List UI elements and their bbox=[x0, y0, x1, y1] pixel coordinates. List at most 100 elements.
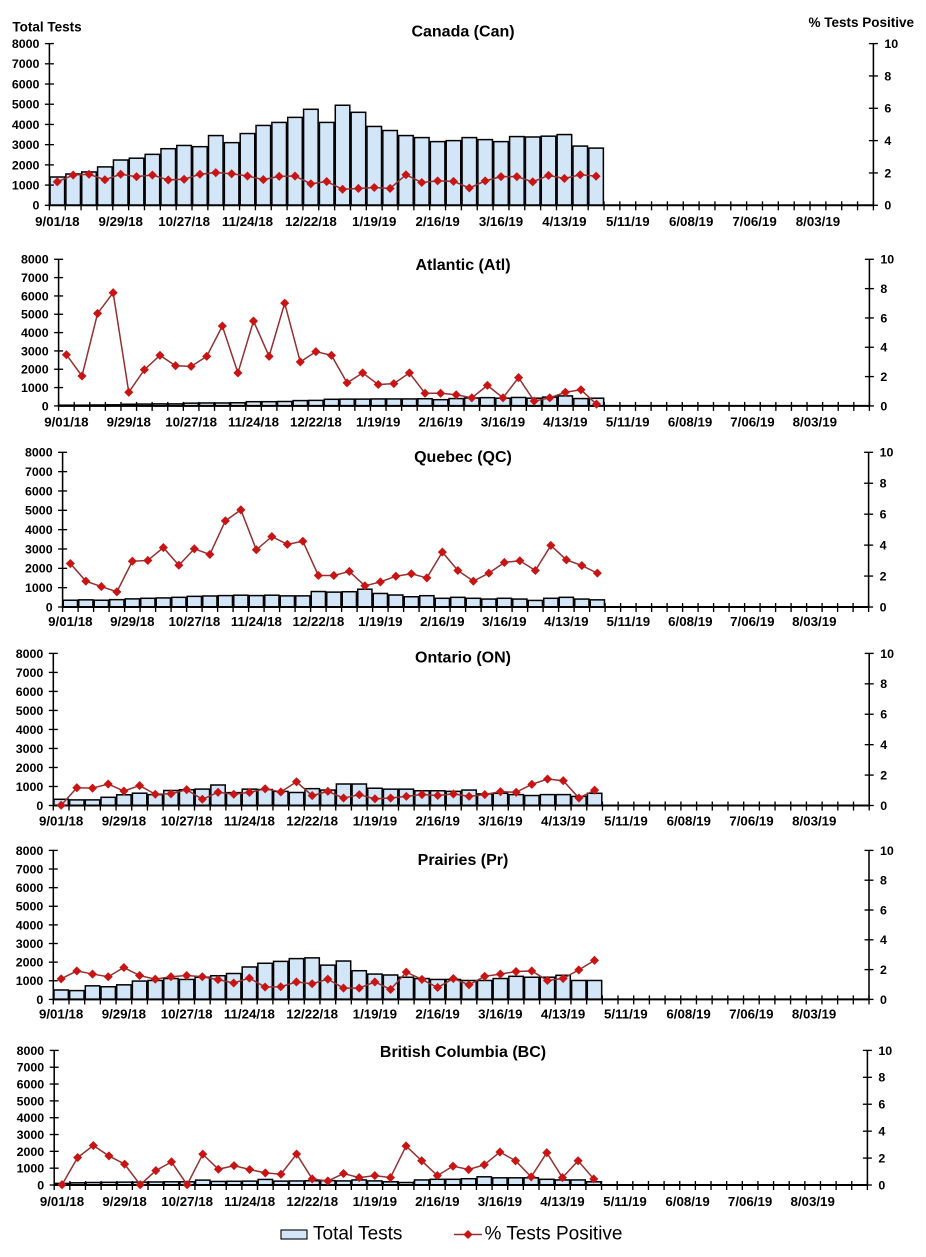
svg-text:7/06/19: 7/06/19 bbox=[729, 814, 773, 829]
svg-text:8: 8 bbox=[880, 874, 887, 888]
svg-text:6000: 6000 bbox=[17, 1077, 45, 1091]
svg-text:12/22/18: 12/22/18 bbox=[286, 1007, 338, 1022]
svg-text:10: 10 bbox=[880, 844, 894, 858]
svg-text:10: 10 bbox=[880, 446, 894, 460]
svg-text:8: 8 bbox=[880, 477, 887, 491]
svg-text:8: 8 bbox=[880, 677, 887, 691]
svg-text:2/16/19: 2/16/19 bbox=[415, 1194, 459, 1209]
svg-text:11/24/18: 11/24/18 bbox=[224, 814, 275, 829]
svg-text:2/16/19: 2/16/19 bbox=[420, 614, 464, 629]
svg-text:2000: 2000 bbox=[16, 956, 44, 970]
svg-text:3000: 3000 bbox=[16, 937, 44, 951]
svg-text:3/16/19: 3/16/19 bbox=[481, 415, 525, 430]
svg-text:10/27/18: 10/27/18 bbox=[161, 1194, 213, 1209]
svg-text:Canada (Can): Canada (Can) bbox=[411, 24, 514, 41]
svg-text:8/03/19: 8/03/19 bbox=[792, 1007, 836, 1022]
svg-text:3/16/19: 3/16/19 bbox=[479, 214, 523, 229]
svg-text:5000: 5000 bbox=[25, 504, 53, 518]
svg-text:4: 4 bbox=[880, 738, 887, 752]
svg-text:2: 2 bbox=[880, 370, 887, 384]
svg-text:7/06/19: 7/06/19 bbox=[728, 1194, 772, 1209]
svg-text:6000: 6000 bbox=[12, 77, 40, 91]
svg-text:8/03/19: 8/03/19 bbox=[790, 1194, 834, 1209]
svg-text:3/16/19: 3/16/19 bbox=[482, 614, 526, 629]
svg-text:2000: 2000 bbox=[25, 562, 53, 576]
svg-text:6: 6 bbox=[880, 708, 887, 722]
svg-text:6/08/19: 6/08/19 bbox=[667, 814, 711, 829]
svg-text:2000: 2000 bbox=[21, 363, 49, 377]
svg-text:2000: 2000 bbox=[12, 158, 40, 172]
svg-text:1000: 1000 bbox=[21, 381, 49, 395]
svg-text:1000: 1000 bbox=[25, 581, 53, 595]
svg-text:8: 8 bbox=[878, 1071, 885, 1085]
svg-text:4000: 4000 bbox=[25, 523, 53, 537]
svg-text:9/01/18: 9/01/18 bbox=[39, 814, 83, 829]
svg-text:11/24/18: 11/24/18 bbox=[228, 415, 279, 430]
svg-text:12/22/18: 12/22/18 bbox=[286, 1194, 338, 1209]
svg-text:8: 8 bbox=[880, 282, 887, 296]
svg-text:4000: 4000 bbox=[12, 118, 40, 132]
svg-text:4: 4 bbox=[880, 341, 887, 355]
svg-text:1/19/19: 1/19/19 bbox=[358, 614, 402, 629]
svg-text:8000: 8000 bbox=[25, 446, 53, 460]
svg-text:4: 4 bbox=[884, 134, 891, 148]
svg-text:8/03/19: 8/03/19 bbox=[792, 614, 836, 629]
svg-text:7000: 7000 bbox=[12, 57, 40, 71]
svg-text:4/13/19: 4/13/19 bbox=[542, 214, 586, 229]
svg-text:6/08/19: 6/08/19 bbox=[669, 214, 713, 229]
svg-text:6000: 6000 bbox=[25, 484, 53, 498]
svg-text:4000: 4000 bbox=[21, 326, 49, 340]
svg-text:9/01/18: 9/01/18 bbox=[40, 1194, 84, 1209]
svg-text:3000: 3000 bbox=[17, 1128, 45, 1142]
svg-text:4: 4 bbox=[880, 539, 887, 553]
svg-text:8/03/19: 8/03/19 bbox=[793, 415, 837, 430]
svg-text:10/27/18: 10/27/18 bbox=[168, 614, 220, 629]
svg-text:7000: 7000 bbox=[16, 666, 44, 680]
svg-text:9/01/18: 9/01/18 bbox=[44, 415, 88, 430]
svg-text:6/08/19: 6/08/19 bbox=[668, 415, 712, 430]
svg-text:11/24/18: 11/24/18 bbox=[224, 1007, 275, 1022]
svg-text:2/16/19: 2/16/19 bbox=[416, 814, 460, 829]
svg-text:10: 10 bbox=[880, 253, 894, 267]
svg-text:9/29/18: 9/29/18 bbox=[102, 1007, 146, 1022]
svg-text:5000: 5000 bbox=[12, 98, 40, 112]
svg-text:7/06/19: 7/06/19 bbox=[730, 415, 774, 430]
svg-text:6000: 6000 bbox=[16, 881, 44, 895]
svg-text:4/13/19: 4/13/19 bbox=[543, 415, 587, 430]
svg-text:12/22/18: 12/22/18 bbox=[290, 415, 342, 430]
svg-text:12/22/18: 12/22/18 bbox=[285, 214, 337, 229]
svg-text:6: 6 bbox=[880, 508, 887, 522]
svg-text:2000: 2000 bbox=[16, 761, 44, 775]
svg-text:8: 8 bbox=[884, 69, 891, 83]
svg-text:8000: 8000 bbox=[21, 253, 49, 267]
svg-text:% Tests Positive: % Tests Positive bbox=[808, 15, 914, 30]
svg-text:9/29/18: 9/29/18 bbox=[107, 415, 151, 430]
svg-text:4000: 4000 bbox=[16, 723, 44, 737]
svg-text:0: 0 bbox=[878, 1178, 885, 1192]
svg-text:9/01/18: 9/01/18 bbox=[35, 214, 79, 229]
svg-text:12/22/18: 12/22/18 bbox=[292, 614, 344, 629]
svg-text:2: 2 bbox=[884, 166, 891, 180]
svg-text:0: 0 bbox=[37, 1178, 44, 1192]
svg-text:4/13/19: 4/13/19 bbox=[541, 814, 585, 829]
svg-text:9/01/18: 9/01/18 bbox=[39, 1007, 83, 1022]
svg-text:8000: 8000 bbox=[16, 844, 44, 858]
svg-text:5/11/19: 5/11/19 bbox=[606, 415, 650, 430]
svg-text:6000: 6000 bbox=[21, 289, 49, 303]
svg-text:5/11/19: 5/11/19 bbox=[604, 814, 648, 829]
svg-text:8/03/19: 8/03/19 bbox=[792, 814, 836, 829]
svg-text:7/06/19: 7/06/19 bbox=[729, 1007, 773, 1022]
svg-text:Total Tests: Total Tests bbox=[313, 1223, 402, 1244]
svg-text:9/29/18: 9/29/18 bbox=[110, 614, 154, 629]
svg-text:2000: 2000 bbox=[17, 1145, 45, 1159]
svg-text:8000: 8000 bbox=[12, 37, 40, 51]
svg-text:5000: 5000 bbox=[16, 900, 44, 914]
svg-text:7000: 7000 bbox=[17, 1061, 45, 1075]
svg-text:11/24/18: 11/24/18 bbox=[222, 214, 273, 229]
svg-text:1000: 1000 bbox=[16, 974, 44, 988]
svg-text:5/11/19: 5/11/19 bbox=[606, 214, 650, 229]
svg-text:7/06/19: 7/06/19 bbox=[730, 614, 774, 629]
svg-text:4/13/19: 4/13/19 bbox=[541, 1007, 585, 1022]
svg-text:British Columbia (BC): British Columbia (BC) bbox=[380, 1044, 546, 1061]
svg-text:0: 0 bbox=[32, 199, 39, 213]
